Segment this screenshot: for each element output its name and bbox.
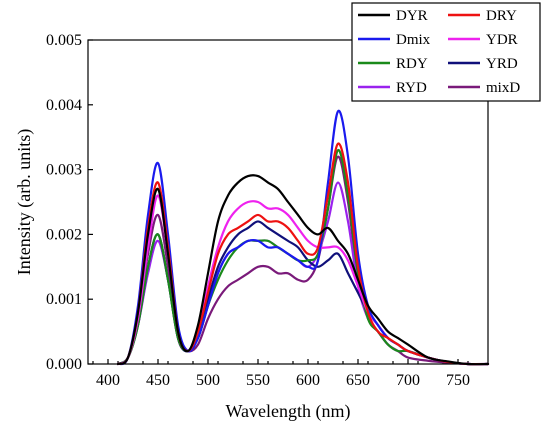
y-tick-label: 0.000 bbox=[46, 356, 82, 373]
legend-label-dyr: DYR bbox=[396, 8, 428, 24]
series-line-ryd bbox=[116, 181, 490, 366]
y-tick-label: 0.002 bbox=[46, 226, 82, 243]
x-axis-title: Wavelength (nm) bbox=[225, 401, 350, 422]
series-line-dmix bbox=[116, 109, 490, 366]
y-tick-label: 0.003 bbox=[46, 162, 82, 179]
x-tick-label: 600 bbox=[296, 372, 320, 389]
legend-label-mixd: mixD bbox=[486, 80, 520, 96]
series-line-dyr bbox=[116, 174, 490, 366]
x-tick-label: 700 bbox=[396, 372, 420, 389]
x-tick-label: 500 bbox=[196, 372, 220, 389]
x-axis-ticks: 400 450 500 550 600 650 700 750 bbox=[92, 359, 470, 389]
legend-label-dmix: Dmix bbox=[396, 32, 431, 48]
x-tick-label: 650 bbox=[346, 372, 370, 389]
x-tick-label: 750 bbox=[446, 372, 470, 389]
y-tick-label: 0.001 bbox=[46, 291, 82, 308]
legend-label-ryd: RYD bbox=[396, 80, 427, 96]
legend-label-ydr: YDR bbox=[486, 32, 518, 48]
plot-frame bbox=[87, 39, 489, 365]
legend-label-rdy: RDY bbox=[396, 56, 428, 72]
legend-box bbox=[351, 2, 541, 102]
y-axis-title: Intensity (arb. units) bbox=[14, 129, 35, 275]
y-axis-ticks: 0.000 0.001 0.002 0.003 0.004 0.005 bbox=[46, 32, 93, 373]
series-line-rdy bbox=[116, 149, 490, 366]
x-tick-label: 400 bbox=[96, 372, 120, 389]
x-tick-label: 450 bbox=[146, 372, 170, 389]
legend-label-yrd: YRD bbox=[486, 56, 518, 72]
legend-label-dry: DRY bbox=[486, 8, 517, 24]
x-tick-label: 550 bbox=[246, 372, 270, 389]
y-tick-label: 0.005 bbox=[46, 32, 82, 49]
y-tick-label: 0.004 bbox=[46, 97, 82, 114]
legend: DYR DRY Dmix YDR RDY YRD RYD mixD bbox=[351, 2, 541, 102]
series-group bbox=[116, 109, 490, 366]
